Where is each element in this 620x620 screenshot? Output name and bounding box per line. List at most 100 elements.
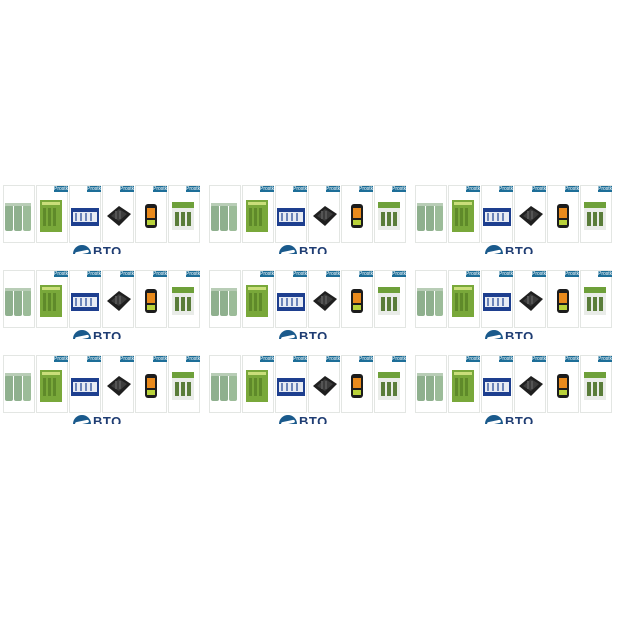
product-cell: Prostka [135, 185, 167, 243]
brand-badge: Prostka [359, 271, 373, 277]
product-cell: Prostka [448, 270, 480, 328]
banner-tile[interactable]: Prostka Prostka Prostka Prostka Prostka BTO [415, 352, 613, 424]
banner-tile[interactable]: Prostka Prostka Prostka Prostka Prostka BTO [209, 182, 407, 254]
green-charger-box-icon [584, 202, 606, 230]
product-cell: Prostka [135, 355, 167, 413]
bto-logo: BTO [485, 329, 555, 339]
banner-tile[interactable]: Prostka Prostka Prostka Prostka Prostka BTO [415, 182, 613, 254]
product-cell: Prostka [168, 355, 200, 413]
orange-handheld-charger-icon [557, 374, 569, 398]
banner-tile[interactable]: Prostka Prostka Prostka Prostka Prostka BTO [415, 267, 613, 339]
product-cell: Prostka [242, 355, 274, 413]
brand-badge: Prostka [186, 186, 200, 192]
bto-logo: BTO [73, 244, 143, 254]
orange-handheld-charger-icon [145, 374, 157, 398]
product-cell: Prostka [547, 270, 579, 328]
orange-handheld-charger-icon [145, 289, 157, 313]
logo-text: BTO [93, 414, 122, 424]
blue-battery-blister-icon [483, 378, 511, 396]
product-cell [415, 355, 447, 413]
product-cell: Prostka [168, 185, 200, 243]
product-cell: Prostka [481, 355, 513, 413]
banner-tile[interactable]: Prostka Prostka Prostka Prostka Prostka BTO [209, 352, 407, 424]
banner-tile[interactable]: Prostka Prostka Prostka Prostka Prostka BTO [3, 267, 201, 339]
product-cell: Prostka [36, 270, 68, 328]
logo-emblem-icon [279, 330, 297, 339]
black-charger-icon [313, 291, 337, 311]
black-charger-icon [313, 206, 337, 226]
product-cell: Prostka [102, 355, 134, 413]
product-cell [3, 355, 35, 413]
product-cell: Prostka [36, 355, 68, 413]
brand-badge: Prostka [532, 271, 546, 277]
product-cell [209, 185, 241, 243]
blue-battery-blister-icon [277, 208, 305, 226]
banner-tile[interactable]: Prostka Prostka Prostka Prostka Prostka BTO [209, 267, 407, 339]
product-cell: Prostka [341, 270, 373, 328]
bto-logo: BTO [73, 414, 143, 424]
brand-badge: Prostka [392, 186, 406, 192]
product-cell: Prostka [481, 270, 513, 328]
product-cell: Prostka [275, 270, 307, 328]
logo-emblem-icon [485, 415, 503, 424]
brand-badge: Prostka [120, 356, 134, 362]
product-cell: Prostka [514, 185, 546, 243]
product-strip: Prostka Prostka Prostka Prostka Prostka [415, 270, 613, 328]
bto-logo: BTO [485, 244, 555, 254]
logo-emblem-icon [73, 415, 91, 424]
product-cell: Prostka [102, 270, 134, 328]
product-strip: Prostka Prostka Prostka Prostka Prostka [209, 270, 407, 328]
product-strip: Prostka Prostka Prostka Prostka Prostka [3, 270, 201, 328]
brand-badge: Prostka [186, 271, 200, 277]
orange-handheld-charger-icon [557, 289, 569, 313]
blue-battery-blister-icon [71, 208, 99, 226]
brand-badge: Prostka [54, 356, 68, 362]
product-cell: Prostka [580, 355, 612, 413]
green-charger-box-icon [378, 372, 400, 400]
blue-battery-blister-icon [71, 293, 99, 311]
green-battery-pack-icon [246, 285, 268, 317]
brand-badge: Prostka [293, 186, 307, 192]
green-nimh-batteries-icon [417, 288, 443, 316]
product-cell: Prostka [308, 355, 340, 413]
logo-text: BTO [505, 414, 534, 424]
product-cell: Prostka [481, 185, 513, 243]
product-cell: Prostka [135, 270, 167, 328]
product-cell [415, 270, 447, 328]
black-charger-icon [519, 291, 543, 311]
brand-badge: Prostka [260, 356, 274, 362]
product-cell: Prostka [547, 185, 579, 243]
product-cell: Prostka [308, 270, 340, 328]
product-cell: Prostka [275, 355, 307, 413]
brand-badge: Prostka [565, 186, 579, 192]
green-charger-box-icon [584, 372, 606, 400]
logo-text: BTO [505, 329, 534, 339]
brand-badge: Prostka [54, 271, 68, 277]
brand-badge: Prostka [499, 186, 513, 192]
black-charger-icon [107, 206, 131, 226]
bto-logo: BTO [485, 414, 555, 424]
product-cell: Prostka [242, 185, 274, 243]
product-cell: Prostka [514, 355, 546, 413]
green-nimh-batteries-icon [211, 373, 237, 401]
logo-emblem-icon [279, 245, 297, 254]
green-nimh-batteries-icon [417, 373, 443, 401]
product-cell: Prostka [580, 185, 612, 243]
green-battery-pack-icon [40, 285, 62, 317]
blue-battery-blister-icon [277, 293, 305, 311]
logo-emblem-icon [279, 415, 297, 424]
orange-handheld-charger-icon [351, 204, 363, 228]
logo-text: BTO [93, 329, 122, 339]
banner-tile[interactable]: Prostka Prostka Prostka Prostka Prostka BTO [3, 352, 201, 424]
product-cell: Prostka [374, 355, 406, 413]
brand-badge: Prostka [87, 186, 101, 192]
brand-badge: Prostka [120, 271, 134, 277]
green-nimh-batteries-icon [5, 373, 31, 401]
product-cell: Prostka [36, 185, 68, 243]
banner-tile[interactable]: Prostka Prostka Prostka Prostka Prostka BTO [3, 182, 201, 254]
brand-badge: Prostka [326, 186, 340, 192]
brand-badge: Prostka [466, 356, 480, 362]
green-charger-box-icon [172, 372, 194, 400]
brand-badge: Prostka [499, 356, 513, 362]
logo-text: BTO [299, 414, 328, 424]
